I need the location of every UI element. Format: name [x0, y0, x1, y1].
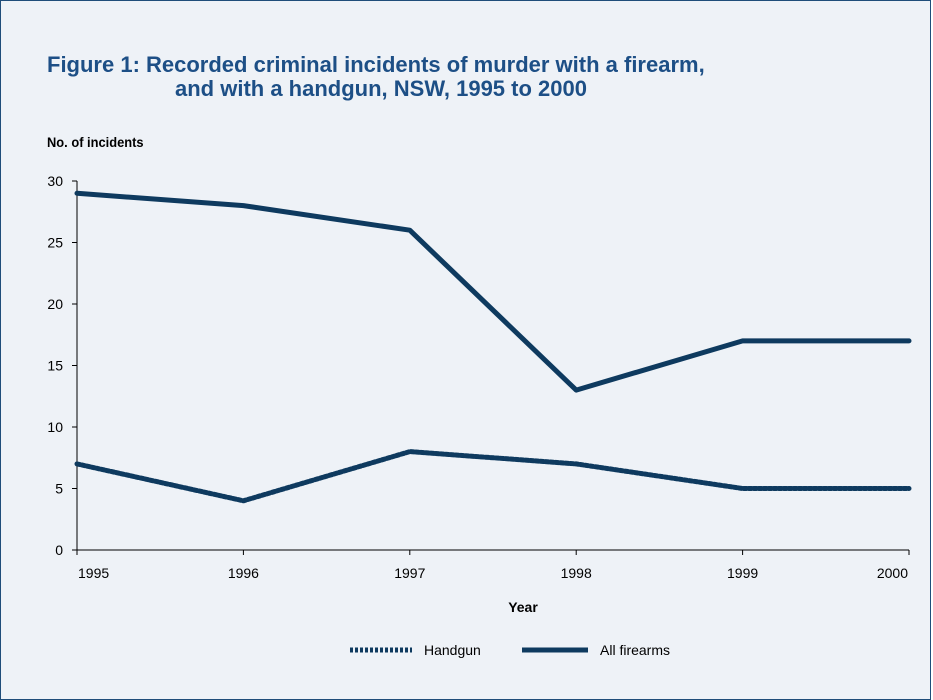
- x-tick-label: 1997: [394, 565, 425, 581]
- data-point-all-firearms: [740, 338, 745, 343]
- x-tick-label: 1995: [78, 565, 109, 581]
- data-point-handgun: [740, 486, 745, 491]
- y-tick-label: 0: [55, 542, 63, 558]
- data-point-all-firearms: [407, 228, 412, 233]
- series-line-handgun: [74, 449, 912, 504]
- legend-label-all-firearms: All firearms: [600, 642, 670, 658]
- y-tick-label: 30: [47, 173, 63, 189]
- y-axis-label: No. of incidents: [47, 134, 144, 150]
- chart-title-line-1: Figure 1: Recorded criminal incidents of…: [47, 52, 705, 77]
- data-point-handgun: [407, 449, 412, 454]
- y-tick-label: 15: [47, 358, 63, 374]
- data-point-handgun: [75, 461, 79, 466]
- legend-label-handgun: Handgun: [424, 642, 481, 658]
- data-point-all-firearms: [241, 203, 246, 208]
- data-point-all-firearms: [574, 388, 579, 393]
- y-tick-label: 5: [55, 481, 63, 497]
- x-tick-label: 1996: [228, 565, 259, 581]
- y-tick-label: 10: [47, 419, 63, 435]
- chart-title: Figure 1: Recorded criminal incidents of…: [47, 53, 705, 101]
- y-tick-label: 20: [47, 296, 63, 312]
- x-axis-label: Year: [508, 599, 538, 615]
- chart-title-line-2: and with a handgun, NSW, 1995 to 2000: [175, 76, 587, 101]
- x-tick-label: 1999: [727, 565, 758, 581]
- data-point-handgun: [907, 486, 911, 491]
- data-point-handgun: [241, 498, 246, 503]
- data-point-all-firearms: [907, 338, 911, 343]
- data-point-all-firearms: [75, 191, 79, 196]
- series-line-all-firearms: [74, 190, 912, 393]
- line-chart: 0 5 10 15 20 25 30 1995 1996 1997 1998 1999 2000 Year…: [47, 173, 912, 658]
- x-tick-label: 2000: [877, 565, 908, 581]
- x-tick-label: 1998: [561, 565, 592, 581]
- data-point-handgun: [574, 461, 579, 466]
- y-tick-label: 25: [47, 235, 63, 251]
